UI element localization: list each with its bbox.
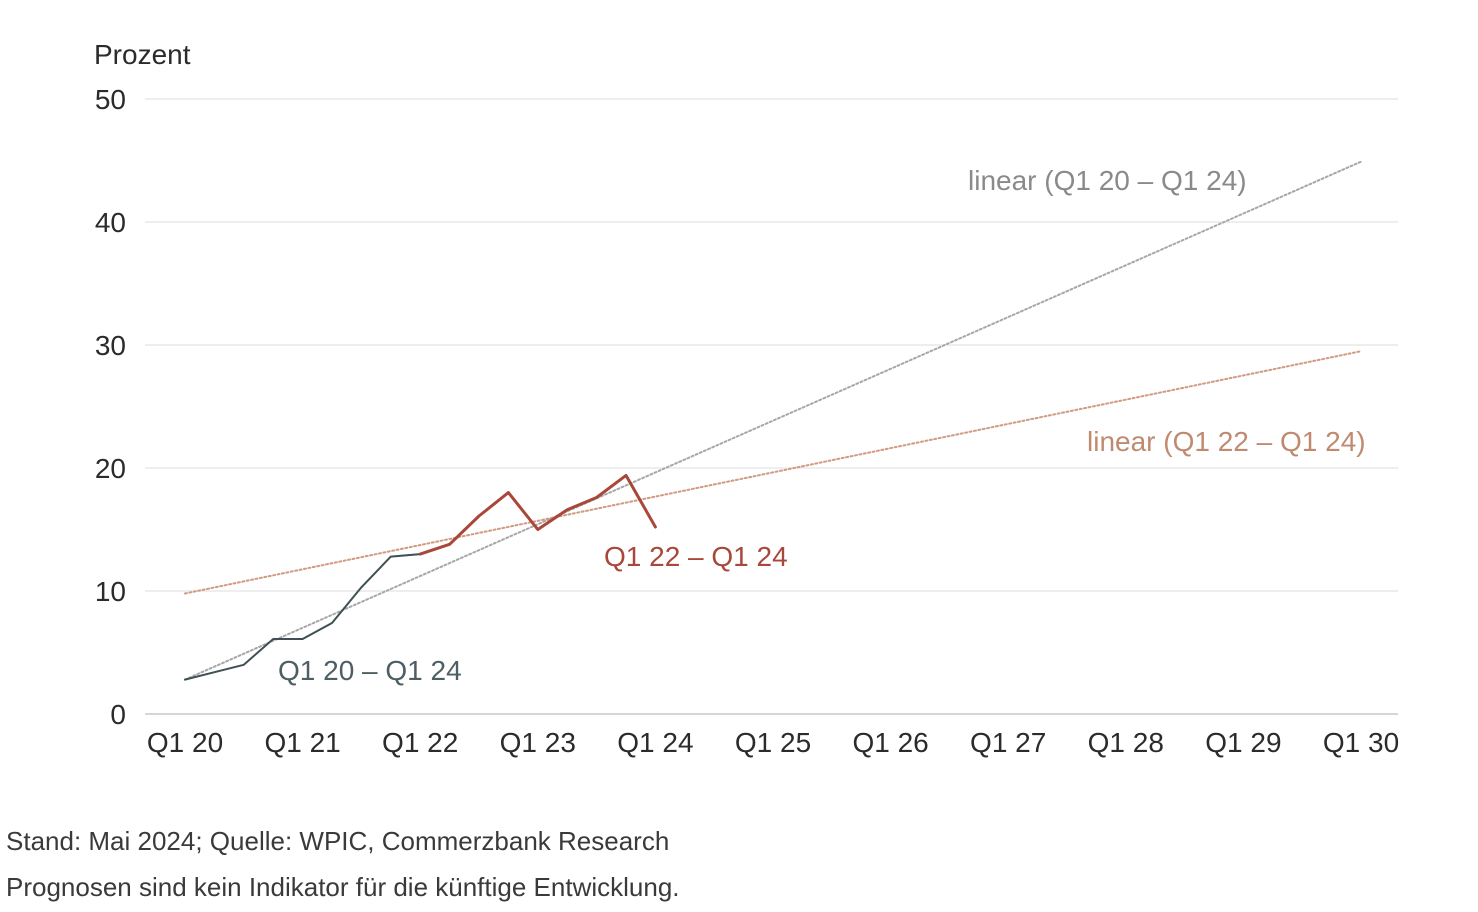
x-tick-label: Q1 30 [1323, 727, 1399, 758]
x-tick-label: Q1 24 [617, 727, 693, 758]
y-tick-label: 50 [95, 84, 126, 115]
y-tick-label: 40 [95, 207, 126, 238]
y-tick-label: 0 [110, 699, 126, 730]
y-tick-label: 20 [95, 453, 126, 484]
x-tick-label: Q1 21 [264, 727, 340, 758]
footer-disclaimer: Prognosen sind kein Indikator für die kü… [6, 872, 680, 902]
x-tick-label: Q1 23 [500, 727, 576, 758]
x-tick-label: Q1 29 [1205, 727, 1281, 758]
chart-container: 0 10 20 30 40 50 Q1 20 Q1 21 Q1 22 Q1 23 Q1 24 Q1 … [94, 39, 1400, 758]
series-annotation-label: linear (Q1 20 – Q1 24) [968, 165, 1247, 196]
y-tick-label: 10 [95, 576, 126, 607]
annotation-layer: Q1 20 – Q1 24 Q1 22 – Q1 24 linear (Q1 20 … [278, 165, 1366, 686]
x-tick-label: Q1 20 [147, 727, 223, 758]
x-tick-label: Q1 27 [970, 727, 1046, 758]
y-axis-label: Prozent [94, 39, 191, 70]
series-annotation-label: linear (Q1 22 – Q1 24) [1087, 426, 1366, 457]
y-tick-label: 30 [95, 330, 126, 361]
series-line-1 [418, 473, 657, 556]
footer-source-note: Stand: Mai 2024; Quelle: WPIC, Commerzba… [6, 826, 670, 856]
series-layer [184, 160, 1362, 681]
x-tick-labels: Q1 20 Q1 21 Q1 22 Q1 23 Q1 24 Q1 25 Q1 26 Q1 27… [147, 727, 1399, 758]
series-annotation-label: Q1 20 – Q1 24 [278, 655, 462, 686]
series-line-0 [184, 553, 422, 681]
series-annotation-label: Q1 22 – Q1 24 [604, 541, 788, 572]
y-tick-labels: 0 10 20 30 40 50 [95, 84, 126, 730]
trendline-series-2 [184, 160, 1362, 681]
trendline-series-3 [184, 350, 1362, 595]
x-tick-label: Q1 26 [852, 727, 928, 758]
x-tick-label: Q1 25 [735, 727, 811, 758]
x-tick-label: Q1 28 [1088, 727, 1164, 758]
x-tick-label: Q1 22 [382, 727, 458, 758]
grid-layer [145, 98, 1398, 715]
